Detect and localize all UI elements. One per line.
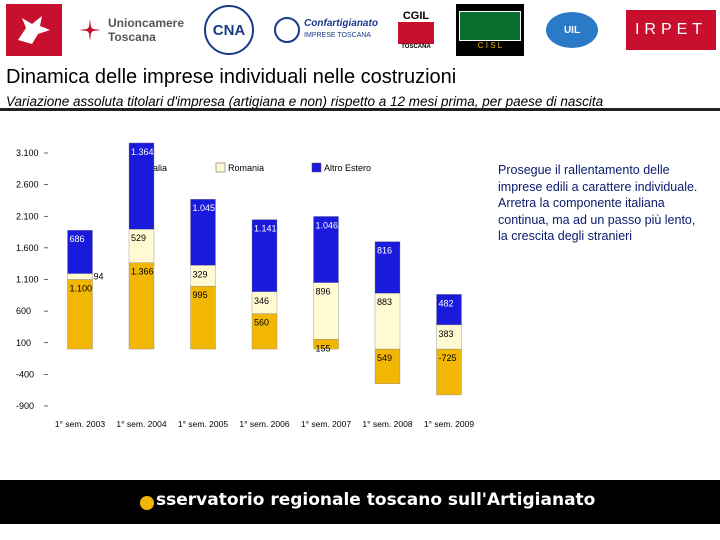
data-label: 482 <box>439 298 454 308</box>
bar-segment <box>67 229 93 274</box>
title-band <box>0 62 720 108</box>
logo-bar: Unioncamere Toscana CNA Confartigianato … <box>0 0 720 60</box>
bar-segment <box>251 219 278 292</box>
y-tick-label: 3.100 <box>16 148 39 158</box>
uil-logo: UIL <box>542 4 602 56</box>
bar-segment <box>67 273 93 280</box>
y-tick-label: -900 <box>16 401 34 411</box>
data-label: 155 <box>316 343 331 353</box>
y-tick-label: 2.100 <box>16 211 39 221</box>
cisl-logo: C I S L <box>456 4 524 56</box>
data-label: 686 <box>70 234 85 244</box>
unioncamere-name: Unioncamere <box>107 16 185 30</box>
data-label: 896 <box>316 287 331 297</box>
x-tick-label: 1° sem. 2008 <box>362 419 412 429</box>
data-label: 883 <box>377 297 392 307</box>
bar-segment <box>128 142 155 230</box>
y-tick-label: 600 <box>16 306 31 316</box>
y-tick-label: 1.100 <box>16 275 39 285</box>
chart-commentary: Prosegue il rallentamento delle imprese … <box>498 163 698 243</box>
data-label: 529 <box>131 233 146 243</box>
bar-segment <box>128 229 155 263</box>
unioncamere-logo: Unioncamere Toscana <box>76 4 186 56</box>
stacked-bar-chart: -900 -400 100 600 1.100 1.600 2.100 2.600 3.100 I… <box>16 142 474 429</box>
data-label: 346 <box>254 296 269 306</box>
data-label: 1.364 <box>131 147 154 157</box>
footer-band <box>0 480 720 524</box>
irpet-logo: IRPET <box>626 10 716 50</box>
x-tick-label: 1° sem. 2005 <box>178 419 228 429</box>
bar-segment <box>67 279 93 350</box>
data-label: 383 <box>439 329 454 339</box>
cgil-region: TOSCANA <box>401 44 431 50</box>
footer-title-text: sservatorio regionale toscano sull'Artig… <box>156 490 596 510</box>
confartigianato-region: IMPRESE TOSCANA <box>304 32 372 39</box>
x-tick-label: 1° sem. 2007 <box>301 419 351 429</box>
bar-segment <box>128 262 155 350</box>
bar-segment <box>313 282 339 340</box>
data-label: 995 <box>193 290 208 300</box>
bar-segment <box>436 348 462 396</box>
confartigianato-name: Confartigianato <box>304 18 378 29</box>
cna-logo: CNA <box>204 4 254 56</box>
data-label: 1.100 <box>70 284 93 294</box>
y-tick-label: 100 <box>16 338 31 348</box>
y-tick-label: -400 <box>16 369 34 379</box>
data-label: 329 <box>193 269 208 279</box>
data-label: 560 <box>254 318 269 328</box>
legend-label: Italia <box>148 163 167 173</box>
legend-label: Altro Estero <box>324 163 371 173</box>
footer-title: sservatorio regionale toscano sull'Artig… <box>156 490 595 510</box>
observatory-o-icon <box>140 496 154 510</box>
uil-text: UIL <box>563 24 581 36</box>
page-subtitle: Variazione assoluta titolari d'impresa (… <box>6 94 604 109</box>
legend-swatch <box>311 162 322 173</box>
tuscany-region-logo <box>6 4 62 56</box>
page-title: Dinamica delle imprese individuali nelle… <box>6 66 457 88</box>
bar-segment <box>190 199 216 266</box>
cgil-logo: CGIL TOSCANA <box>396 4 436 56</box>
title-divider <box>0 108 720 111</box>
x-tick-label: 1° sem. 2009 <box>424 419 474 429</box>
x-tick-label: 1° sem. 2003 <box>55 419 105 429</box>
data-label: 816 <box>377 246 392 256</box>
unioncamere-star-icon <box>78 19 101 41</box>
bar-segment <box>436 294 462 326</box>
legend-label: Romania <box>228 163 264 173</box>
data-label: 549 <box>377 353 392 363</box>
data-label: 1.141 <box>254 224 277 234</box>
bar-segment <box>374 293 401 350</box>
bar-segment <box>313 216 339 283</box>
chart-area: -900 -400 100 600 1.100 1.600 2.100 2.600 3.100 I… <box>0 111 720 481</box>
data-label: 1.045 <box>193 203 216 213</box>
bar-segment <box>251 313 278 350</box>
data-label: 1.046 <box>316 220 339 230</box>
bar-segment <box>436 324 462 350</box>
unioncamere-region: Toscana <box>107 30 156 44</box>
confartigianato-logo: Confartigianato IMPRESE TOSCANA <box>274 4 378 56</box>
data-label: 94 <box>94 272 104 282</box>
bar-segment <box>190 285 216 350</box>
bar-segment <box>374 241 401 294</box>
y-tick-label: 1.600 <box>16 243 39 253</box>
y-tick-label: 2.600 <box>16 180 39 190</box>
x-tick-label: 1° sem. 2004 <box>116 419 166 429</box>
bottom-strip <box>0 524 720 540</box>
cna-text: CNA <box>212 21 246 39</box>
cgil-text: CGIL <box>402 10 430 22</box>
x-tick-label: 1° sem. 2006 <box>239 419 289 429</box>
data-label: 1.366 <box>131 267 154 277</box>
data-label: -725 <box>439 353 457 363</box>
cisl-text: C I S L <box>477 40 503 50</box>
pegasus-icon <box>18 16 50 44</box>
legend-swatch <box>215 162 226 173</box>
